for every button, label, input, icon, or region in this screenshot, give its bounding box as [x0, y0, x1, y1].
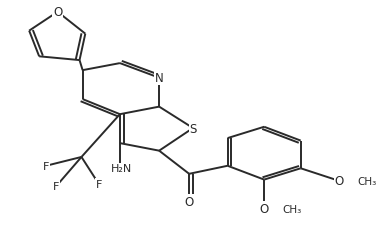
Text: O: O	[335, 175, 344, 187]
Text: O: O	[185, 195, 194, 208]
Text: O: O	[53, 6, 62, 19]
Text: F: F	[96, 179, 102, 189]
Text: N: N	[155, 72, 164, 85]
Text: F: F	[43, 161, 49, 171]
Text: F: F	[53, 181, 60, 191]
Text: H₂N: H₂N	[111, 164, 132, 174]
Text: CH₃: CH₃	[283, 204, 302, 214]
Text: CH₃: CH₃	[357, 176, 377, 186]
Text: S: S	[189, 122, 197, 135]
Text: O: O	[259, 202, 269, 215]
